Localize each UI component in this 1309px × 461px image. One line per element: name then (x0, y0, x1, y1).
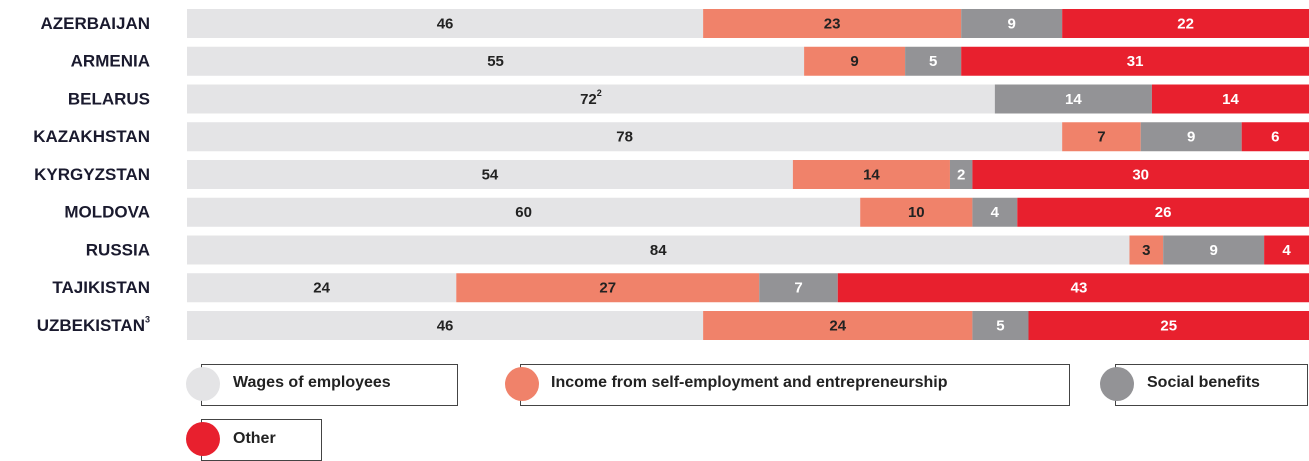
data-label-uzbekistan-series-2: 5 (996, 317, 1004, 334)
data-label-uzbekistan-series-3: 25 (1160, 317, 1177, 334)
data-label-azerbaijan-series-1: 23 (824, 15, 841, 32)
category-label-moldova: MOLDOVA (64, 203, 150, 222)
data-label-azerbaijan-series-2: 9 (1007, 15, 1015, 32)
data-label-kyrgyzstan-series-0: 54 (482, 166, 499, 183)
data-label-uzbekistan-series-1: 24 (829, 317, 846, 334)
category-label-armenia: ARMENIA (71, 52, 150, 71)
data-label-armenia-series-2: 5 (929, 53, 937, 70)
data-label-russia-series-0: 84 (650, 242, 667, 259)
data-label-russia-series-2: 9 (1209, 242, 1217, 259)
data-label-moldova-series-3: 26 (1155, 204, 1172, 221)
legend-label-wages: Wages of employees (233, 374, 391, 392)
category-label-kazakhstan: KAZAKHSTAN (33, 127, 150, 146)
category-label-azerbaijan: AZERBAIJAN (40, 14, 150, 33)
data-label-azerbaijan-series-3: 22 (1177, 15, 1194, 32)
legend-swatch-other (186, 422, 220, 456)
data-label-tajikistan-series-1: 27 (599, 280, 616, 297)
data-label-uzbekistan-series-0: 46 (437, 317, 454, 334)
data-label-kazakhstan-series-0: 78 (616, 129, 633, 146)
legend-label-social-benefits: Social benefits (1147, 374, 1260, 392)
data-label-moldova-series-1: 10 (908, 204, 925, 221)
legend-swatch-social-benefits (1100, 367, 1134, 401)
data-label-kazakhstan-series-1: 7 (1097, 129, 1105, 146)
data-label-tajikistan-series-3: 43 (1071, 280, 1088, 297)
data-label-kyrgyzstan-series-2: 2 (957, 166, 965, 183)
legend-swatch-self-employment (505, 367, 539, 401)
data-label-tajikistan-series-2: 7 (794, 280, 802, 297)
data-label-belarus-series-3: 14 (1222, 91, 1239, 108)
data-label-tajikistan-series-0: 24 (313, 280, 330, 297)
category-label-uzbekistan: UZBEKISTAN3 (37, 315, 150, 335)
data-label-armenia-series-3: 31 (1127, 53, 1144, 70)
data-label-belarus-series-2: 14 (1065, 91, 1082, 108)
data-label-kyrgyzstan-series-1: 14 (863, 166, 880, 183)
data-label-moldova-series-0: 60 (515, 204, 532, 221)
chart-legend: Wages of employees Income from self-empl… (0, 345, 1309, 460)
data-label-kazakhstan-series-3: 6 (1271, 129, 1279, 146)
category-label-belarus: BELARUS (68, 89, 150, 108)
data-label-russia-series-3: 4 (1282, 242, 1291, 259)
data-label-moldova-series-2: 4 (991, 204, 1000, 221)
legend-label-self-employment: Income from self-employment and entrepre… (551, 374, 948, 392)
data-label-armenia-series-1: 9 (850, 53, 858, 70)
category-label-tajikistan: TAJIKISTAN (52, 278, 150, 297)
data-label-kyrgyzstan-series-3: 30 (1132, 166, 1149, 183)
category-label-russia: RUSSIA (86, 240, 150, 259)
data-label-kazakhstan-series-2: 9 (1187, 129, 1195, 146)
category-label-kyrgyzstan: KYRGYZSTAN (34, 165, 150, 184)
legend-label-other: Other (233, 430, 276, 448)
data-label-armenia-series-0: 55 (487, 53, 504, 70)
data-label-russia-series-1: 3 (1142, 242, 1150, 259)
legend-swatch-wages (186, 367, 220, 401)
data-label-azerbaijan-series-0: 46 (437, 15, 454, 32)
